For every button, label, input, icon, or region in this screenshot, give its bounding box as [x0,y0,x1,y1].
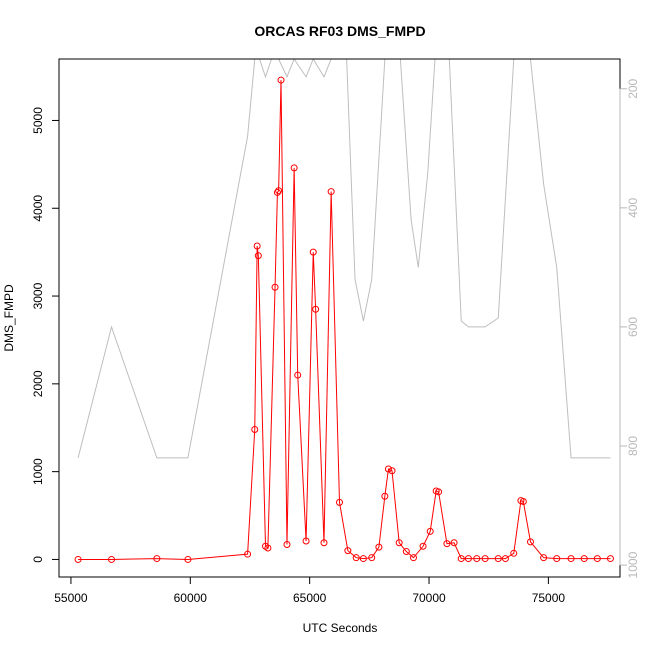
x-tick-label: 55000 [54,591,88,605]
series-line-right [77,59,611,459]
data-point [443,540,451,548]
data-point [593,555,601,563]
y-tick-label: 4000 [31,195,45,222]
data-point [540,554,548,562]
data-point [501,555,509,563]
data-point [388,467,396,475]
x-axis: 55000 60000 65000 70000 75000 [54,576,566,605]
data-point [359,555,367,563]
data-point [510,549,518,557]
data-point [309,248,317,256]
data-point [410,554,418,562]
left-series-layer [74,76,614,563]
data-point [481,555,489,563]
data-point [464,555,472,563]
x-tick-label: 60000 [174,591,208,605]
data-point [294,371,302,379]
y2-tick-label: 800 [626,436,640,456]
y2-tick-label: 400 [626,198,640,218]
data-point [344,547,352,555]
y-tick-label: 5000 [31,107,45,134]
data-point [277,76,285,84]
data-point [567,555,575,563]
data-point [494,555,502,563]
x-tick-label: 75000 [532,591,566,605]
data-point [253,242,261,250]
y-tick-label: 1000 [31,458,45,485]
data-point [553,555,561,563]
y2-tick-label: 200 [626,78,640,98]
data-point [519,497,527,505]
data-point [251,426,259,434]
data-point [108,555,116,563]
data-point [275,187,283,195]
y2-axis: 200 400 600 800 1000 [619,78,640,578]
data-point [244,550,252,558]
data-point [457,555,465,563]
data-point [74,555,82,563]
data-point [450,539,458,547]
data-point [402,548,410,556]
data-point [526,538,534,546]
series-line-left [78,80,611,560]
data-point [153,555,161,563]
data-point [606,555,614,563]
data-point [395,539,403,547]
data-point [320,539,328,547]
data-point [384,465,392,473]
data-point [381,492,389,500]
x-tick-label: 70000 [412,591,446,605]
data-point [327,188,335,196]
y-tick-label: 0 [31,556,45,563]
y2-tick-label: 600 [626,317,640,337]
right-series-layer [77,59,611,459]
data-point [283,541,291,549]
y2-tick-label: 1000 [626,551,640,578]
data-point [312,305,320,313]
data-point [419,542,427,550]
data-point [271,283,279,291]
data-point [264,544,272,552]
data-point [290,164,298,172]
y-axis-title: DMS_FMPD [2,284,16,352]
data-point [426,527,434,535]
data-point [435,488,443,496]
data-point [352,554,360,562]
chart-title: ORCAS RF03 DMS_FMPD [254,23,425,39]
data-point [580,555,588,563]
data-point [368,554,376,562]
data-point [184,555,192,563]
data-point [375,543,383,551]
data-point [302,537,310,545]
x-axis-title: UTC Seconds [303,621,378,635]
data-point [273,188,281,196]
y-tick-label: 2000 [31,370,45,397]
data-point [336,498,343,506]
y-tick-label: 3000 [31,282,45,309]
y-axis: 0 1000 2000 3000 4000 5000 [31,107,60,563]
data-point [473,555,481,563]
data-point [254,252,262,260]
x-tick-label: 65000 [293,591,327,605]
